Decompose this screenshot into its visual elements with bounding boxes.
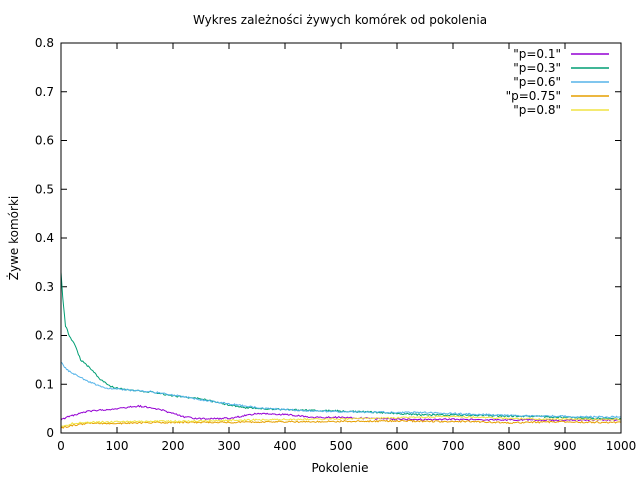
series-line-2 [60, 361, 622, 419]
x-tick-label: 1000 [606, 439, 637, 453]
x-tick-label: 600 [386, 439, 409, 453]
series-line-1 [60, 272, 622, 420]
series-line-4 [60, 415, 622, 428]
axis-ticks: 0 100 200 300 400 500 600 700 800 900 1000 0 0.1 0.2 0… [35, 36, 636, 453]
x-tick-label: 0 [57, 439, 65, 453]
legend: "p=0.1""p=0.3""p=0.6""p=0.75""p=0.8" [506, 47, 609, 117]
y-tick-label: 0.6 [35, 134, 54, 148]
y-tick-label: 0.1 [35, 377, 54, 391]
x-tick-label: 200 [162, 439, 185, 453]
y-tick-label: 0.3 [35, 280, 54, 294]
y-tick-label: 0.8 [35, 36, 54, 50]
plot-border [60, 42, 622, 434]
x-tick-label: 500 [330, 439, 353, 453]
legend-label-3: "p=0.75" [506, 89, 561, 103]
x-tick-label: 800 [498, 439, 521, 453]
x-tick-label: 400 [274, 439, 297, 453]
y-tick-label: 0.5 [35, 182, 54, 196]
legend-label-0: "p=0.1" [513, 47, 561, 61]
y-tick-label: 0.7 [35, 85, 54, 99]
x-tick-label: 100 [106, 439, 129, 453]
y-tick-label: 0.2 [35, 329, 54, 343]
y-axis-label: Żywe komórki [6, 196, 21, 280]
x-tick-label: 300 [218, 439, 241, 453]
chart-title: Wykres zależności żywych komórek od poko… [193, 13, 487, 27]
series-line-0 [60, 404, 622, 422]
x-tick-label: 700 [442, 439, 465, 453]
x-axis-label: Pokolenie [311, 461, 368, 475]
legend-label-1: "p=0.3" [513, 61, 561, 75]
y-tick-label: 0 [46, 426, 54, 440]
series-lines [60, 272, 622, 429]
legend-label-2: "p=0.6" [513, 75, 561, 89]
series-line-3 [60, 419, 622, 429]
legend-label-4: "p=0.8" [513, 103, 561, 117]
y-tick-label: 0.4 [35, 231, 54, 245]
x-tick-label: 900 [554, 439, 577, 453]
